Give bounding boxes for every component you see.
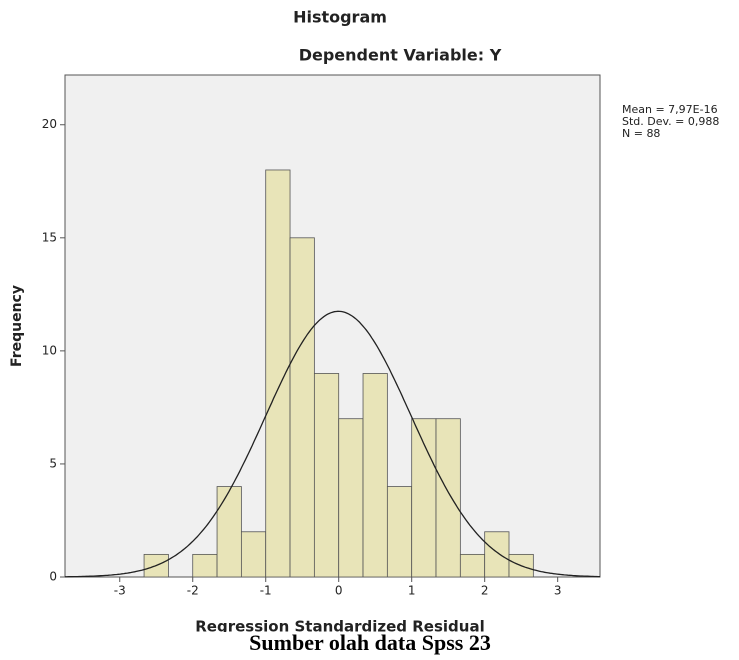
y-axis-label: Frequency: [9, 285, 25, 367]
bar: [240, 531, 267, 578]
bar: [192, 553, 218, 578]
y-tick-label: 0: [49, 570, 57, 584]
bar: [386, 486, 413, 578]
x-tick-label: 1: [408, 584, 416, 598]
caption-background: [150, 632, 550, 660]
caption: Sumber olah data Spss 23: [249, 630, 491, 655]
y-tick-label: 10: [42, 343, 57, 357]
bar: [216, 486, 242, 578]
stats-annotation: Mean = 7,97E-16: [622, 103, 718, 116]
x-axis-label: Regression Standardized Residual: [195, 618, 484, 636]
bar: [313, 373, 340, 578]
x-tick-label: 0: [335, 584, 343, 598]
bar: [265, 169, 291, 578]
stats-annotation: Std. Dev. = 0,988: [622, 115, 719, 128]
x-tick-label: 2: [481, 584, 489, 598]
bar: [435, 418, 461, 578]
chart-title: Histogram: [293, 8, 387, 27]
bar: [459, 553, 486, 578]
normal-curve: [65, 310, 600, 578]
y-tick-label: 15: [42, 230, 57, 244]
bar: [362, 373, 388, 578]
stats-annotation: N = 88: [622, 127, 660, 140]
bar: [338, 418, 364, 578]
y-tick-label: 5: [49, 456, 57, 470]
bar: [484, 531, 510, 578]
x-tick-label: -3: [114, 584, 126, 598]
x-tick-label: 3: [554, 584, 562, 598]
x-tick-label: -2: [187, 584, 199, 598]
y-tick-label: 20: [42, 117, 57, 131]
chart-subtitle: Dependent Variable: Y: [299, 46, 502, 65]
bar: [289, 237, 315, 578]
x-tick-label: -1: [260, 584, 272, 598]
